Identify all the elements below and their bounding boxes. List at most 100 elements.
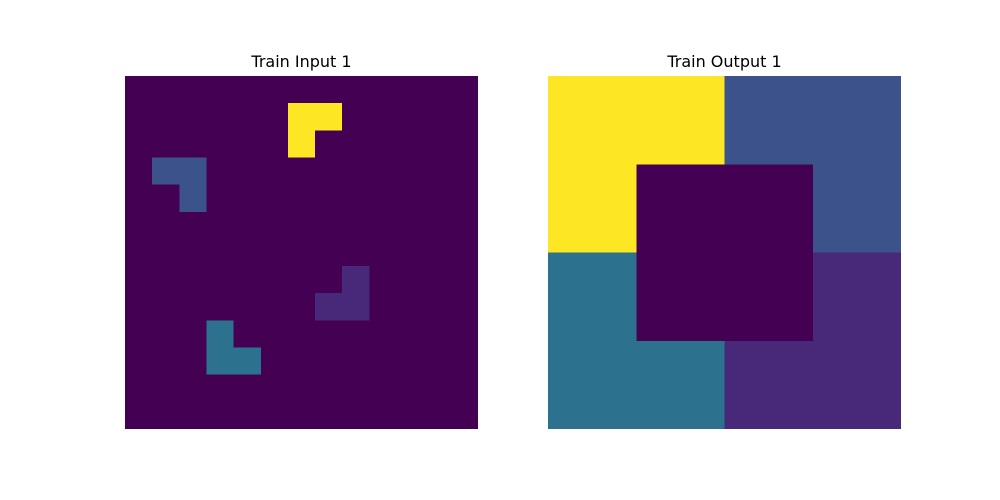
grid-cell: [636, 252, 725, 342]
grid-cell: [724, 164, 814, 253]
grid-cell: [369, 130, 398, 158]
grid-cell: [396, 130, 425, 158]
train-output-title: Train Output 1: [667, 52, 782, 71]
grid-cell: [396, 374, 425, 403]
grid-cell: [342, 157, 370, 186]
grid-cell: [233, 211, 262, 240]
grid-cell: [315, 103, 343, 131]
grid-cell: [125, 320, 153, 349]
grid-cell: [396, 347, 425, 376]
grid-cell: [260, 130, 289, 158]
grid-cell: [423, 347, 452, 376]
grid-cell: [152, 347, 180, 376]
grid-cell: [206, 401, 235, 429]
grid-cell: [206, 184, 235, 213]
grid-cell: [206, 103, 235, 131]
grid-cell: [315, 293, 343, 321]
grid-cell: [233, 347, 262, 376]
grid-cell: [423, 76, 452, 104]
grid-cell: [179, 103, 207, 131]
grid-cell: [369, 347, 398, 376]
grid-cell: [152, 266, 180, 294]
grid-cell: [369, 211, 398, 240]
grid-cell: [450, 130, 478, 158]
grid-cell: [636, 164, 725, 253]
grid-cell: [125, 211, 153, 240]
grid-cell: [369, 320, 398, 349]
grid-cell: [369, 76, 398, 104]
grid-cell: [450, 76, 478, 104]
grid-cell: [396, 211, 425, 240]
grid-cell: [206, 76, 235, 104]
grid-cell: [315, 157, 343, 186]
grid-cell: [260, 76, 289, 104]
grid-cell: [260, 103, 289, 131]
grid-cell: [396, 157, 425, 186]
grid-cell: [233, 401, 262, 429]
grid-cell: [315, 347, 343, 376]
grid-cell: [260, 401, 289, 429]
grid-cell: [206, 266, 235, 294]
grid-cell: [450, 103, 478, 131]
grid-cell: [369, 103, 398, 131]
grid-cell: [125, 374, 153, 403]
grid-cell: [125, 401, 153, 429]
grid-cell: [287, 130, 316, 158]
grid-cell: [206, 320, 235, 349]
grid-cell: [125, 76, 153, 104]
grid-cell: [396, 76, 425, 104]
grid-cell: [548, 340, 637, 429]
grid-cell: [450, 293, 478, 321]
grid-cell: [548, 164, 637, 253]
grid-cell: [260, 374, 289, 403]
grid-cell: [233, 374, 262, 403]
grid-cell: [152, 184, 180, 213]
grid-cell: [206, 211, 235, 240]
grid-cell: [287, 293, 316, 321]
grid-cell: [152, 130, 180, 158]
grid-cell: [206, 374, 235, 403]
grid-cell: [423, 293, 452, 321]
grid-cell: [287, 184, 316, 213]
grid-cell: [396, 293, 425, 321]
grid-cell: [179, 184, 207, 213]
grid-cell: [206, 293, 235, 321]
grid-cell: [450, 401, 478, 429]
grid-cell: [125, 266, 153, 294]
grid-cell: [152, 401, 180, 429]
grid-cell: [396, 266, 425, 294]
grid-cell: [287, 320, 316, 349]
grid-cell: [315, 266, 343, 294]
grid-cell: [724, 340, 814, 429]
grid-cell: [396, 320, 425, 349]
grid-cell: [233, 103, 262, 131]
grid-cell: [260, 184, 289, 213]
grid-cell: [342, 266, 370, 294]
grid-cell: [812, 76, 901, 165]
grid-cell: [260, 238, 289, 267]
grid-cell: [450, 157, 478, 186]
grid-cell: [179, 157, 207, 186]
grid-cell: [342, 293, 370, 321]
grid-cell: [179, 401, 207, 429]
grid-cell: [125, 130, 153, 158]
grid-cell: [450, 266, 478, 294]
grid-cell: [369, 157, 398, 186]
grid-cell: [450, 184, 478, 213]
train-input-title: Train Input 1: [251, 52, 352, 71]
grid-cell: [260, 211, 289, 240]
grid-cell: [396, 238, 425, 267]
grid-cell: [152, 157, 180, 186]
grid-cell: [287, 374, 316, 403]
grid-cell: [450, 211, 478, 240]
grid-cell: [179, 76, 207, 104]
grid-cell: [287, 266, 316, 294]
grid-cell: [206, 130, 235, 158]
grid-cell: [369, 266, 398, 294]
grid-cell: [152, 320, 180, 349]
grid-cell: [315, 238, 343, 267]
grid-cell: [369, 374, 398, 403]
grid-cell: [287, 401, 316, 429]
grid-cell: [812, 164, 901, 253]
grid-cell: [636, 76, 725, 165]
